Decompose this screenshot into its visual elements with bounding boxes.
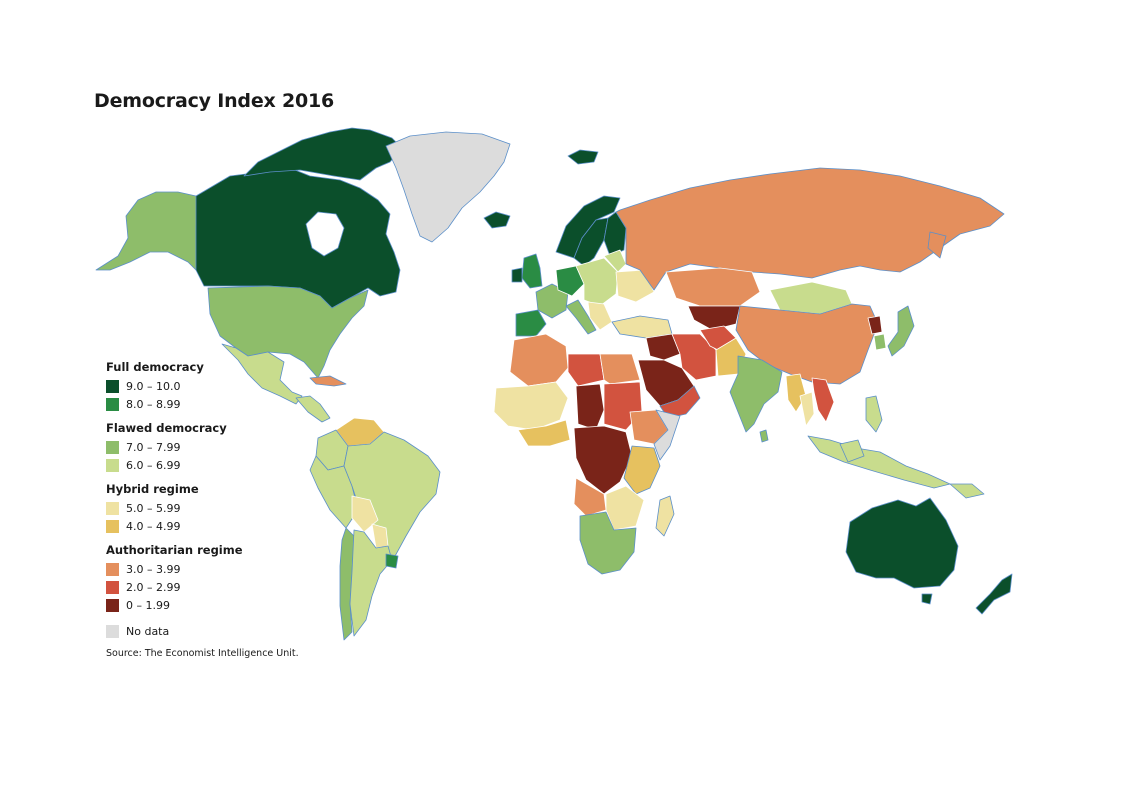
region-cuba <box>309 375 347 387</box>
region-sahel <box>517 419 571 447</box>
legend-item: 0 – 1.99 <box>106 596 306 614</box>
legend-group-flawed-democracy: Flawed democracy 7.0 – 7.99 6.0 – 6.99 <box>106 421 306 474</box>
legend-label: 0 – 1.99 <box>126 598 170 612</box>
region-libya <box>567 353 605 387</box>
region-uruguay <box>385 553 399 569</box>
region-iceland <box>483 211 511 229</box>
legend-item: 8.0 – 8.99 <box>106 395 306 413</box>
region-china <box>735 303 879 385</box>
region-italy <box>565 299 597 335</box>
region-east-africa <box>623 445 661 495</box>
hudson-bay <box>305 211 345 257</box>
legend-group-full-democracy: Full democracy 9.0 – 10.0 8.0 – 8.99 <box>106 360 306 413</box>
region-uk <box>521 253 543 289</box>
legend-label: 9.0 – 10.0 <box>126 379 181 393</box>
region-mexico <box>221 343 303 405</box>
region-russia <box>615 167 1005 291</box>
region-argentina <box>349 529 393 637</box>
region-zambia-moz <box>605 485 645 531</box>
map-title: Democracy Index 2016 <box>94 90 335 112</box>
region-somalia <box>653 409 681 461</box>
region-spain <box>515 309 547 337</box>
region-tasmania <box>921 593 933 605</box>
legend-swatch <box>106 379 119 393</box>
legend-item: 2.0 – 2.99 <box>106 578 306 596</box>
region-india <box>729 355 783 433</box>
legend-swatch <box>106 501 119 515</box>
legend-swatch <box>106 562 119 576</box>
region-kazakhstan <box>665 267 761 307</box>
legend-label: 3.0 – 3.99 <box>126 562 181 576</box>
region-central-asia <box>687 305 741 331</box>
region-ireland <box>511 267 523 283</box>
region-philippines <box>865 395 883 433</box>
legend-group-authoritarian-regime: Authoritarian regime 3.0 – 3.99 2.0 – 2.… <box>106 543 306 614</box>
region-borneo <box>839 439 865 463</box>
region-southern-africa <box>579 511 637 575</box>
region-balkans <box>587 301 613 331</box>
legend-item: 6.0 – 6.99 <box>106 456 306 474</box>
region-central-america <box>295 395 331 423</box>
legend-item: 7.0 – 7.99 <box>106 438 306 456</box>
legend-swatch <box>106 458 119 472</box>
region-paraguay <box>371 523 389 549</box>
legend-group-title: Hybrid regime <box>106 482 199 496</box>
region-laos-vietnam <box>811 377 835 423</box>
region-germany-benelux <box>555 265 585 297</box>
region-arctic-islands <box>243 127 403 181</box>
region-sri-lanka <box>759 429 769 443</box>
map-legend: Full democracy 9.0 – 10.0 8.0 – 8.99 Fla… <box>106 360 306 640</box>
region-ecuador-peru <box>309 455 359 529</box>
region-egypt <box>599 353 641 385</box>
region-thailand <box>799 391 815 427</box>
region-iran <box>671 333 717 381</box>
legend-swatch <box>106 598 119 612</box>
legend-label: 6.0 – 6.99 <box>126 458 181 472</box>
legend-label: 8.0 – 8.99 <box>126 397 181 411</box>
region-kamchatka <box>927 231 947 259</box>
region-north-korea <box>867 315 883 335</box>
legend-item: 5.0 – 5.99 <box>106 499 306 517</box>
legend-label: 4.0 – 4.99 <box>126 519 181 533</box>
region-turkey <box>611 315 673 339</box>
legend-group-title: Full democracy <box>106 360 204 374</box>
legend-group-title: Authoritarian regime <box>106 543 243 557</box>
region-madagascar <box>655 495 675 537</box>
region-ukraine-belarus <box>615 269 655 303</box>
region-malaysia-indonesia <box>807 435 951 489</box>
region-central-africa <box>573 425 633 495</box>
legend-swatch <box>106 519 119 533</box>
region-alaska <box>95 191 205 271</box>
region-svalbard <box>567 149 599 165</box>
region-north-africa-west <box>509 333 569 387</box>
legend-item: 4.0 – 4.99 <box>106 517 306 535</box>
legend-swatch <box>106 580 119 594</box>
region-syria-iraq <box>645 333 681 361</box>
legend-item: 3.0 – 3.99 <box>106 560 306 578</box>
region-west-africa <box>493 381 569 431</box>
region-australia <box>845 497 959 589</box>
region-bolivia <box>351 495 379 533</box>
region-new-zealand <box>975 573 1013 615</box>
region-chad <box>575 383 605 431</box>
legend-item: 9.0 – 10.0 <box>106 377 306 395</box>
region-japan <box>887 305 915 357</box>
legend-group-hybrid-regime: Hybrid regime 5.0 – 5.99 4.0 – 4.99 <box>106 482 306 535</box>
legend-swatch <box>106 440 119 454</box>
legend-group-title: Flawed democracy <box>106 421 227 435</box>
region-central-east-europe <box>575 257 619 307</box>
legend-label: No data <box>126 624 170 638</box>
legend-label: 2.0 – 2.99 <box>126 580 181 594</box>
region-south-korea <box>873 333 887 351</box>
legend-label: 5.0 – 5.99 <box>126 501 181 515</box>
legend-item-nodata: No data <box>106 622 306 640</box>
region-png <box>949 483 985 499</box>
region-angola <box>573 477 607 517</box>
source-note: Source: The Economist Intelligence Unit. <box>106 648 299 659</box>
legend-swatch <box>106 624 119 638</box>
legend-label: 7.0 – 7.99 <box>126 440 181 454</box>
region-greenland <box>385 131 511 243</box>
legend-swatch <box>106 397 119 411</box>
